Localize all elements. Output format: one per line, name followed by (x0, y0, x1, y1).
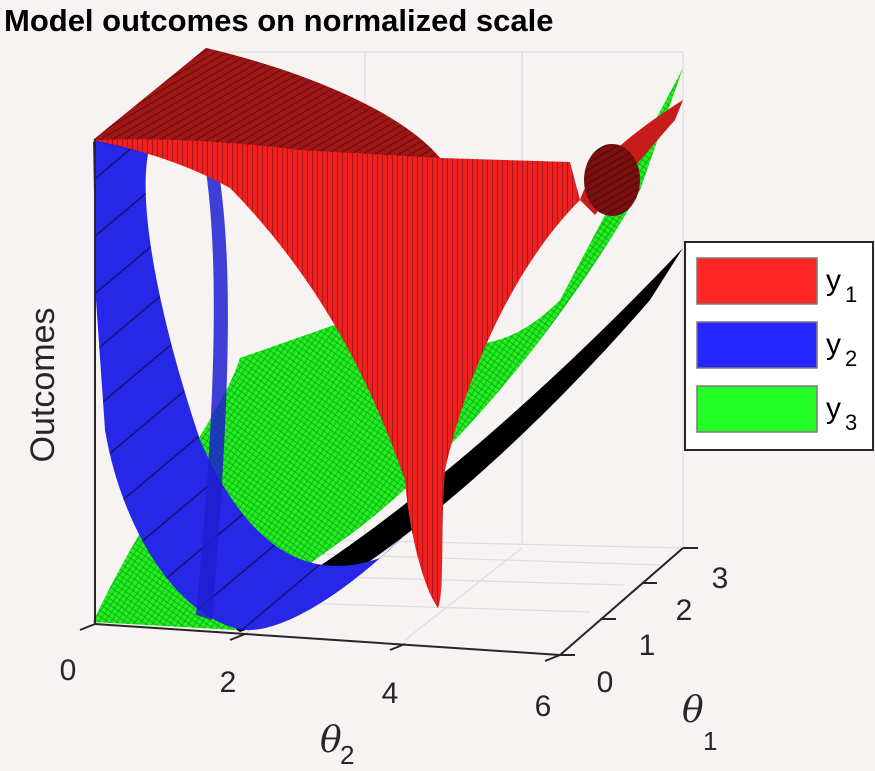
axes (79, 140, 698, 662)
y-tick-label: 3 (712, 562, 729, 595)
svg-text:y: y (826, 328, 841, 361)
svg-text:y: y (826, 392, 841, 425)
legend-entry-y3: y 3 (826, 392, 857, 435)
x-tick-label: 2 (220, 666, 237, 699)
chart-title: Model outcomes on normalized scale (4, 3, 554, 38)
x-tick-label: 0 (60, 654, 77, 687)
svg-text:3: 3 (845, 410, 857, 435)
svg-text:θ: θ (320, 720, 342, 761)
svg-text:1: 1 (845, 282, 857, 307)
legend-entry-y2: y 2 (826, 328, 857, 371)
x-tick-labels: 0 2 4 6 (60, 654, 552, 723)
legend-swatch-y2 (696, 321, 818, 369)
y-tick-label: 2 (676, 594, 693, 627)
y-axis-label: θ 1 (682, 690, 717, 756)
legend-swatch-y3 (696, 385, 818, 433)
legend: y 1 y 2 y 3 (684, 241, 874, 451)
svg-text:2: 2 (845, 346, 857, 371)
legend-entry-y1: y 1 (826, 264, 857, 307)
z-axis-label: Outcomes (24, 308, 62, 463)
y-tick-labels: 0 1 2 3 (597, 562, 729, 699)
svg-text:2: 2 (340, 740, 354, 770)
svg-text:1: 1 (703, 726, 717, 756)
surfaces (93, 48, 683, 632)
y-tick-label: 0 (597, 666, 614, 699)
legend-swatch-y1 (696, 257, 818, 305)
x-tick-label: 4 (382, 677, 399, 710)
x-axis-label: θ 2 (320, 720, 354, 770)
svg-text:θ: θ (682, 690, 704, 731)
y-tick-label: 1 (639, 629, 656, 662)
svg-text:y: y (826, 264, 841, 297)
x-tick-label: 6 (535, 690, 552, 723)
